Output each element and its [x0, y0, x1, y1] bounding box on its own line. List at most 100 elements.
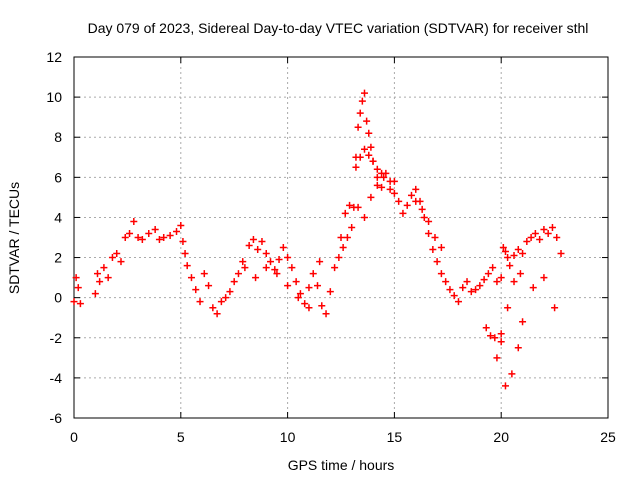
data-point	[365, 129, 373, 137]
data-point	[540, 225, 548, 233]
data-point	[380, 173, 388, 181]
data-point	[234, 270, 242, 278]
data-point	[339, 244, 347, 252]
data-point	[437, 270, 445, 278]
data-point	[463, 278, 471, 286]
x-tick-label: 15	[387, 429, 403, 445]
data-point	[484, 270, 492, 278]
data-point	[326, 288, 334, 296]
data-point	[527, 234, 535, 241]
data-point	[551, 304, 559, 312]
data-point	[91, 290, 99, 298]
data-point	[305, 304, 313, 312]
data-point	[497, 330, 505, 338]
data-point	[373, 173, 381, 181]
x-axis-label: GPS time / hours	[288, 457, 395, 473]
data-point	[472, 286, 480, 294]
data-point	[544, 229, 552, 237]
data-point	[294, 294, 302, 302]
data-point	[390, 177, 398, 185]
data-point	[341, 209, 349, 217]
y-tick-label: 8	[54, 129, 62, 145]
x-tick-label: 0	[70, 429, 78, 445]
data-point	[399, 209, 407, 217]
data-point	[337, 234, 345, 241]
data-point	[160, 234, 168, 241]
data-point	[433, 258, 441, 266]
y-tick-label: -6	[50, 410, 63, 426]
data-point	[258, 238, 266, 246]
data-points	[70, 89, 565, 390]
data-point	[213, 310, 221, 318]
y-tick-label: -2	[50, 330, 63, 346]
data-point	[459, 284, 467, 292]
data-point	[519, 318, 527, 326]
data-point	[335, 254, 343, 262]
data-point	[429, 246, 437, 254]
data-point	[117, 258, 125, 266]
data-point	[151, 225, 159, 233]
data-point	[108, 254, 116, 262]
data-point	[360, 89, 368, 97]
data-point	[217, 298, 225, 306]
data-point	[305, 284, 313, 292]
data-point	[70, 298, 78, 306]
data-point	[360, 213, 368, 221]
data-point	[96, 278, 104, 286]
data-point	[450, 292, 458, 300]
data-point	[245, 242, 253, 250]
axis-ticks: 0 5 10 15 20 25 -6 -4 -2 0 2 4 6 8 10 12	[46, 49, 616, 445]
data-point	[226, 288, 234, 296]
y-tick-label: 6	[54, 169, 62, 185]
chart-title: Day 079 of 2023, Sidereal Day-to-day VTE…	[88, 20, 589, 36]
data-point	[262, 264, 270, 272]
data-point	[360, 145, 368, 153]
data-point	[510, 278, 518, 286]
data-point	[508, 370, 516, 378]
data-point	[301, 300, 309, 308]
data-point	[482, 324, 490, 332]
data-point	[113, 250, 121, 258]
data-point	[501, 382, 509, 390]
data-point	[296, 290, 304, 298]
data-point	[348, 223, 356, 231]
data-point	[493, 278, 501, 286]
data-point	[183, 262, 191, 270]
data-point	[138, 236, 146, 244]
data-point	[209, 304, 217, 312]
data-point	[179, 238, 187, 246]
data-point	[373, 165, 381, 173]
data-point	[331, 264, 339, 272]
data-point	[516, 270, 524, 278]
data-point	[354, 123, 362, 131]
data-point	[504, 304, 512, 312]
data-point	[205, 282, 213, 290]
data-point	[420, 213, 428, 221]
x-tick-label: 5	[177, 429, 185, 445]
data-point	[425, 229, 433, 237]
data-point	[412, 197, 420, 205]
data-point	[367, 193, 375, 201]
data-point	[222, 294, 230, 302]
data-point	[467, 288, 475, 296]
data-point	[553, 234, 561, 241]
data-point	[254, 246, 262, 254]
data-point	[540, 274, 548, 282]
data-point	[292, 278, 300, 286]
data-point	[93, 270, 101, 278]
data-point	[531, 229, 539, 237]
data-point	[358, 97, 366, 105]
data-point	[284, 282, 292, 290]
data-point	[284, 254, 292, 262]
data-point	[390, 189, 398, 197]
data-point	[346, 201, 354, 209]
data-point	[378, 183, 386, 191]
data-point	[121, 234, 129, 241]
data-point	[241, 264, 249, 272]
data-point	[72, 274, 80, 282]
data-point	[288, 264, 296, 272]
data-point	[365, 151, 373, 159]
y-tick-label: -4	[50, 370, 63, 386]
data-point	[279, 244, 287, 252]
